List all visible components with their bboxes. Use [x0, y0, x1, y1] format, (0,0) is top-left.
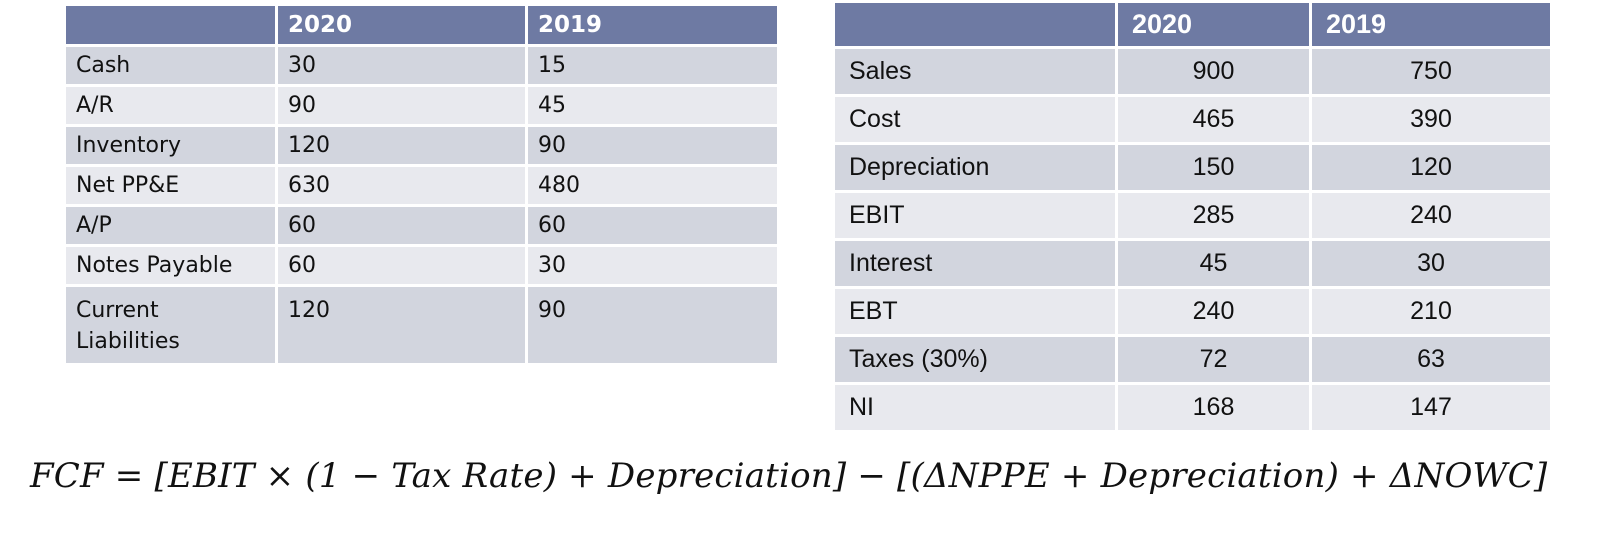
row-label: EBIT	[832, 190, 1118, 241]
income-statement-header-row: 2020 2019	[832, 0, 1553, 49]
value-2019: 147	[1309, 382, 1553, 433]
value-2019: 30	[525, 244, 780, 287]
row-label: A/P	[63, 204, 278, 247]
value-2019: 480	[525, 164, 780, 207]
row-label: Net PP&E	[63, 164, 278, 207]
table-row: A/P 60 60	[63, 204, 780, 247]
table-row: Notes Payable 60 30	[63, 244, 780, 287]
balance-header-2019: 2019	[525, 3, 780, 47]
value-2019: 45	[525, 84, 780, 127]
table-row: Depreciation 150 120	[832, 142, 1553, 193]
value-2019: 30	[1309, 238, 1553, 289]
row-label: Interest	[832, 238, 1118, 289]
value-2019: 60	[525, 204, 780, 247]
table-row: EBIT 285 240	[832, 190, 1553, 241]
value-2019: 240	[1309, 190, 1553, 241]
value-2020: 285	[1115, 190, 1312, 241]
row-label: Cash	[63, 44, 278, 87]
value-2019: 90	[525, 124, 780, 167]
row-label: NI	[832, 382, 1118, 433]
table-row: NI 168 147	[832, 382, 1553, 433]
value-2020: 240	[1115, 286, 1312, 337]
fcf-formula: FCF = [EBIT × (1 − Tax Rate) + Depreciat…	[30, 456, 1548, 496]
value-2019: 390	[1309, 94, 1553, 145]
value-2020: 90	[275, 84, 528, 127]
table-row: Current Liabilities 120 90	[63, 284, 780, 366]
table-row: Cash 30 15	[63, 44, 780, 87]
value-2020: 60	[275, 204, 528, 247]
table-row: Inventory 120 90	[63, 124, 780, 167]
value-2020: 45	[1115, 238, 1312, 289]
value-2020: 120	[275, 124, 528, 167]
value-2020: 72	[1115, 334, 1312, 385]
value-2020: 30	[275, 44, 528, 87]
table-row: EBT 240 210	[832, 286, 1553, 337]
value-2020: 168	[1115, 382, 1312, 433]
value-2020: 465	[1115, 94, 1312, 145]
value-2019: 15	[525, 44, 780, 87]
value-2019: 210	[1309, 286, 1553, 337]
row-label: A/R	[63, 84, 278, 127]
value-2020: 60	[275, 244, 528, 287]
table-row: Net PP&E 630 480	[63, 164, 780, 207]
balance-sheet-header-row: 2020 2019	[63, 3, 780, 47]
balance-header-label	[63, 3, 278, 47]
income-header-2020: 2020	[1115, 0, 1312, 49]
row-label: Notes Payable	[63, 244, 278, 287]
value-2020: 900	[1115, 46, 1312, 97]
value-2020: 120	[275, 284, 528, 366]
row-label: Inventory	[63, 124, 278, 167]
row-label: Depreciation	[832, 142, 1118, 193]
value-2019: 90	[525, 284, 780, 366]
table-row: Taxes (30%) 72 63	[832, 334, 1553, 385]
row-label: EBT	[832, 286, 1118, 337]
row-label: Current Liabilities	[63, 284, 278, 366]
value-2019: 750	[1309, 46, 1553, 97]
row-label: Cost	[832, 94, 1118, 145]
table-row: A/R 90 45	[63, 84, 780, 127]
value-2020: 150	[1115, 142, 1312, 193]
income-statement-table: 2020 2019 Sales 900 750 Cost 465 390 Dep…	[832, 0, 1553, 433]
value-2019: 63	[1309, 334, 1553, 385]
value-2020: 630	[275, 164, 528, 207]
table-row: Interest 45 30	[832, 238, 1553, 289]
table-row: Sales 900 750	[832, 46, 1553, 97]
table-row: Cost 465 390	[832, 94, 1553, 145]
income-header-2019: 2019	[1309, 0, 1553, 49]
value-2019: 120	[1309, 142, 1553, 193]
income-header-label	[832, 0, 1118, 49]
balance-sheet-table: 2020 2019 Cash 30 15 A/R 90 45 Inventory…	[63, 3, 780, 366]
balance-header-2020: 2020	[275, 3, 528, 47]
row-label: Taxes (30%)	[832, 334, 1118, 385]
row-label: Sales	[832, 46, 1118, 97]
